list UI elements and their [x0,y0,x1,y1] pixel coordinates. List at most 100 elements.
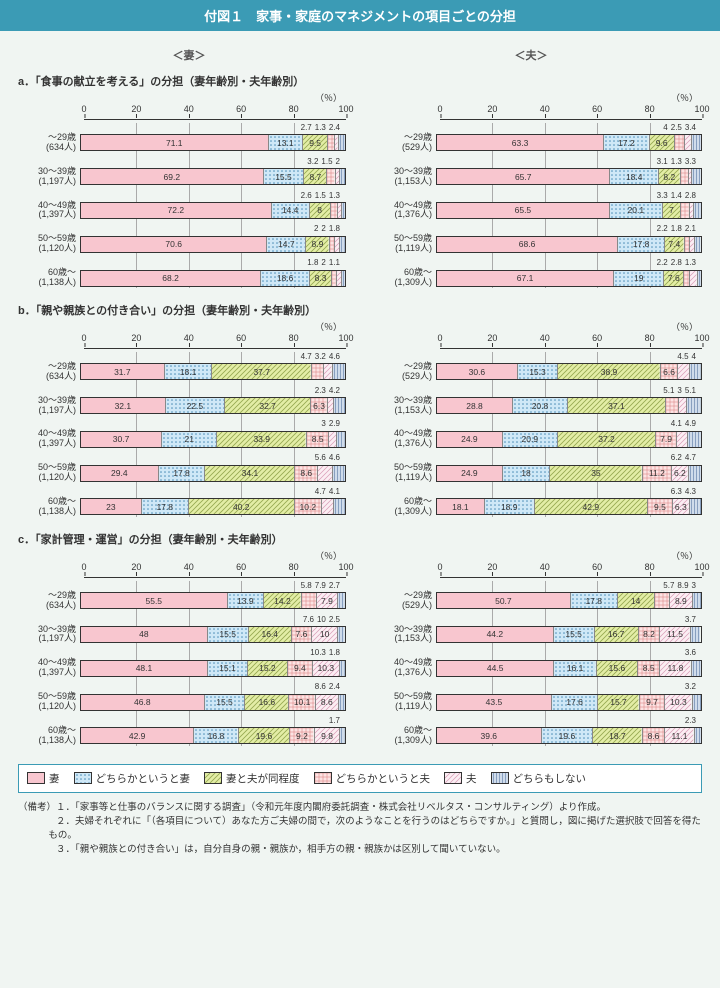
overflow-values: 32.9 [84,419,346,428]
overflow-values: 3.31.42.8 [440,191,702,200]
segment-equal: 38.9 [558,364,661,379]
row-label: 50～59歳(1,120人) [18,692,80,712]
axis: 020406080100 [84,333,346,349]
segment-wife: 70.6 [81,237,267,252]
axis: 020406080100 [440,333,702,349]
segment-neither [695,728,701,743]
row-label: 40～49歳(1,376人) [374,429,436,449]
bar-row: 50～59歳(1,120人)46.815.516.610.18.6 [18,692,346,712]
segment-wife: 65.7 [437,169,610,184]
segment-wife: 46.8 [81,695,205,710]
segment-lean_wife: 15.1 [208,661,248,676]
segment-neither [687,398,700,413]
overflow-values: 4.74.1 [84,487,346,496]
tick: 20 [131,562,141,572]
bar-row: 30～39歳(1,197人)4815.516.47.610 [18,625,346,645]
note-line: ２．夫婦それぞれに「（各項目について）あなた方ご夫婦の間で，次のようなことを行う… [18,815,702,844]
tick: 100 [694,562,709,572]
stacked-bar: 30.72133.98.5 [80,431,346,448]
axis: 020406080100 [84,562,346,578]
row-label: 30～39歳(1,153人) [374,396,436,416]
stacked-bar: 29.417.834.18.6 [80,465,346,482]
bar-row: 30～39歳(1,197人)32.122.532.76.3 [18,396,346,416]
overflow-values: 1.821.1 [84,258,346,267]
segment-equal: 9.5 [303,135,328,150]
segment-wife: 69.2 [81,169,264,184]
segment-neither [695,237,701,252]
segment-neither [691,627,701,642]
segment-neither [334,398,345,413]
segment-lean_husb [681,169,689,184]
segment-lean_husb [327,169,335,184]
segment-wife: 67.1 [437,271,614,286]
legend-label: どちらかというと夫 [336,771,431,786]
segment-lean_wife: 19.6 [542,728,594,743]
legend-item-equal: 妻と夫が同程度 [204,771,300,786]
pct-unit: （％） [84,549,346,562]
segment-lean_husb: 9.2 [290,728,314,743]
segment-lean_wife: 15.5 [205,695,246,710]
bar-row: 60歳～(1,138人)42.916.819.69.29.8 [18,726,346,746]
segment-neither [340,237,345,252]
panel-wife: （％）0204060801002.71.32.4～29歳(634人)71.113… [18,91,346,292]
tick: 80 [289,104,299,114]
segment-lean_husb: 7.6 [292,627,312,642]
segment-lean_husb: 8.6 [643,728,666,743]
segment-wife: 24.9 [437,432,503,447]
segment-wife: 55.5 [81,593,228,608]
bar-row: ～29歳(529人)50.717.8148.9 [374,591,702,611]
segment-equal: 15.7 [598,695,639,710]
segment-husb: 10 [312,627,338,642]
tick: 0 [81,562,86,572]
chart-area: 4.73.24.6～29歳(634人)31.718.137.72.34.230～… [18,352,346,517]
panel-wife: （％）0204060801004.73.24.6～29歳(634人)31.718… [18,320,346,521]
segment-lean_wife: 16.1 [554,661,596,676]
segment-equal: 40.2 [189,499,295,514]
legend-label: どちらもしない [513,771,587,786]
segment-wife: 65.5 [437,203,610,218]
row-label: 40～49歳(1,376人) [374,201,436,221]
segment-equal: 8.7 [304,169,327,184]
segment-wife: 71.1 [81,135,269,150]
segment-lean_husb [655,593,670,608]
segment-equal: 8 [310,203,331,218]
segment-lean_wife: 15.3 [518,364,558,379]
segment-lean_husb: 9.5 [648,499,673,514]
panels-b: （％）0204060801004.73.24.6～29歳(634人)31.718… [18,320,702,521]
tick: 0 [437,562,442,572]
tick: 100 [694,104,709,114]
segment-neither [334,499,345,514]
tick: 60 [236,562,246,572]
row-label: 60歳～(1,138人) [18,268,80,288]
segment-equal: 33.9 [217,432,306,447]
chart-area: 5.87.92.7～29歳(634人)55.513.914.27.97.6102… [18,581,346,746]
row-label: 50～59歳(1,119人) [374,692,436,712]
row-label: 30～39歳(1,153人) [374,625,436,645]
segment-neither [690,499,701,514]
stacked-bar: 71.113.19.5 [80,134,346,151]
overflow-values: 5.135.1 [440,386,702,395]
legend-item-neither: どちらもしない [491,771,587,786]
row-label: ～29歳(634人) [18,591,80,611]
row-label: 30～39歳(1,197人) [18,625,80,645]
overflow-values: 2.71.32.4 [84,123,346,132]
swatch-lean_husb [314,772,332,784]
segment-lean_husb [675,135,686,150]
segment-neither [337,432,345,447]
row-label: 50～59歳(1,120人) [18,234,80,254]
segment-lean_wife: 18.1 [165,364,213,379]
segment-neither [339,135,345,150]
stacked-bar: 30.615.338.96.6 [436,363,702,380]
bar-row: 30～39歳(1,197人)69.215.58.7 [18,167,346,187]
overflow-values: 10.31.8 [84,648,346,657]
segment-lean_wife: 17.2 [604,135,649,150]
tick: 40 [184,333,194,343]
stacked-bar: 44.215.516.78.211.5 [436,626,702,643]
overflow-values: 3.11.33.3 [440,157,702,166]
segment-neither [340,728,344,743]
bar-row: 50～59歳(1,119人)43.517.615.79.710.3 [374,692,702,712]
segment-lean_wife: 21 [162,432,217,447]
segment-lean_wife: 18.4 [610,169,659,184]
stacked-bar: 46.815.516.610.18.6 [80,694,346,711]
tick: 40 [540,333,550,343]
